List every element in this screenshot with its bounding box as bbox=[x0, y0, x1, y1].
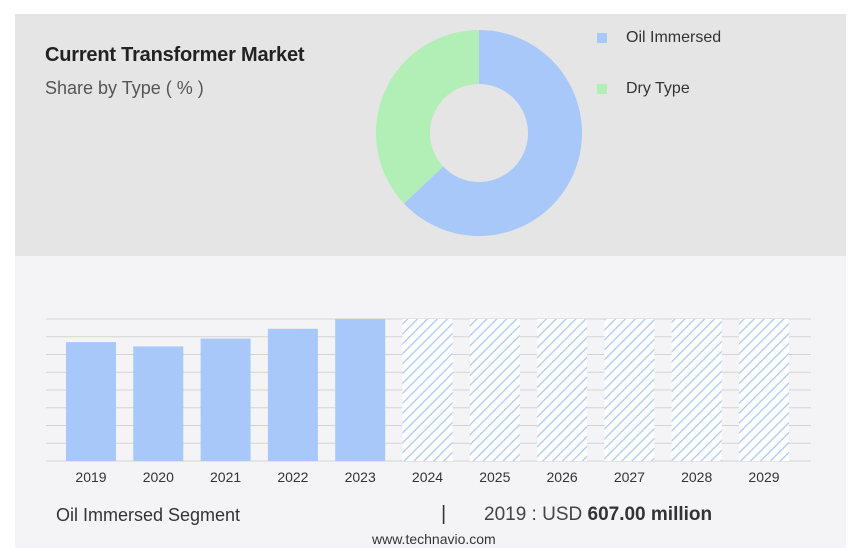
x-tick-label: 2022 bbox=[277, 469, 308, 485]
legend-label-dry-type: Dry Type bbox=[626, 80, 690, 97]
chart-subtitle: Share by Type ( % ) bbox=[45, 78, 204, 98]
bar-chart: 2019 2020 2021 2022 2023 2024 2025 2026 2027 2028… bbox=[46, 318, 811, 485]
bar-forecast-2024 bbox=[402, 319, 453, 461]
chart-title: Current Transformer Market bbox=[45, 44, 305, 66]
legend: Oil Immersed Dry Type bbox=[597, 28, 721, 130]
x-tick-label: 2025 bbox=[479, 469, 510, 485]
bar-forecast-2029 bbox=[739, 319, 789, 461]
x-tick-label: 2028 bbox=[681, 469, 712, 485]
footer-value: 2019 : USD 607.00 million bbox=[484, 504, 712, 526]
footer-separator: | bbox=[441, 503, 447, 525]
bar-forecast-2025 bbox=[469, 319, 520, 461]
legend-item-oil-immersed: Oil Immersed bbox=[597, 28, 721, 48]
bar-forecast-2026 bbox=[537, 319, 588, 461]
bar-2021 bbox=[200, 338, 251, 461]
legend-item-dry-type: Dry Type bbox=[597, 79, 721, 99]
x-tick-label: 2021 bbox=[210, 469, 241, 485]
x-tick-label: 2026 bbox=[547, 469, 578, 485]
x-tick-label: 2023 bbox=[345, 469, 376, 485]
x-tick-label: 2024 bbox=[412, 469, 443, 485]
bar-forecast-2027 bbox=[604, 319, 655, 461]
bar-2023 bbox=[335, 319, 386, 461]
footer-segment-label: Oil Immersed Segment bbox=[56, 505, 241, 525]
donut-slice-dry-type bbox=[376, 30, 479, 204]
legend-swatch-oil-immersed bbox=[597, 33, 607, 43]
source-link[interactable]: www.technavio.com bbox=[372, 531, 496, 547]
bar-2022 bbox=[267, 328, 318, 461]
bar-2019 bbox=[66, 342, 116, 461]
legend-swatch-dry-type bbox=[597, 84, 607, 94]
donut-slice-oil-immersed bbox=[403, 30, 582, 236]
footer-year-label: 2019 : USD bbox=[484, 504, 583, 525]
x-tick-label: 2020 bbox=[143, 469, 174, 485]
x-tick-label: 2019 bbox=[75, 469, 106, 485]
legend-label-oil-immersed: Oil Immersed bbox=[626, 29, 722, 46]
x-tick-label: 2029 bbox=[748, 469, 779, 485]
footer-value-amount: 607.00 million bbox=[587, 504, 713, 525]
donut-chart bbox=[376, 30, 582, 236]
bar-forecast-2028 bbox=[671, 319, 722, 461]
bar-2020 bbox=[133, 346, 184, 461]
x-tick-label: 2027 bbox=[614, 469, 645, 485]
